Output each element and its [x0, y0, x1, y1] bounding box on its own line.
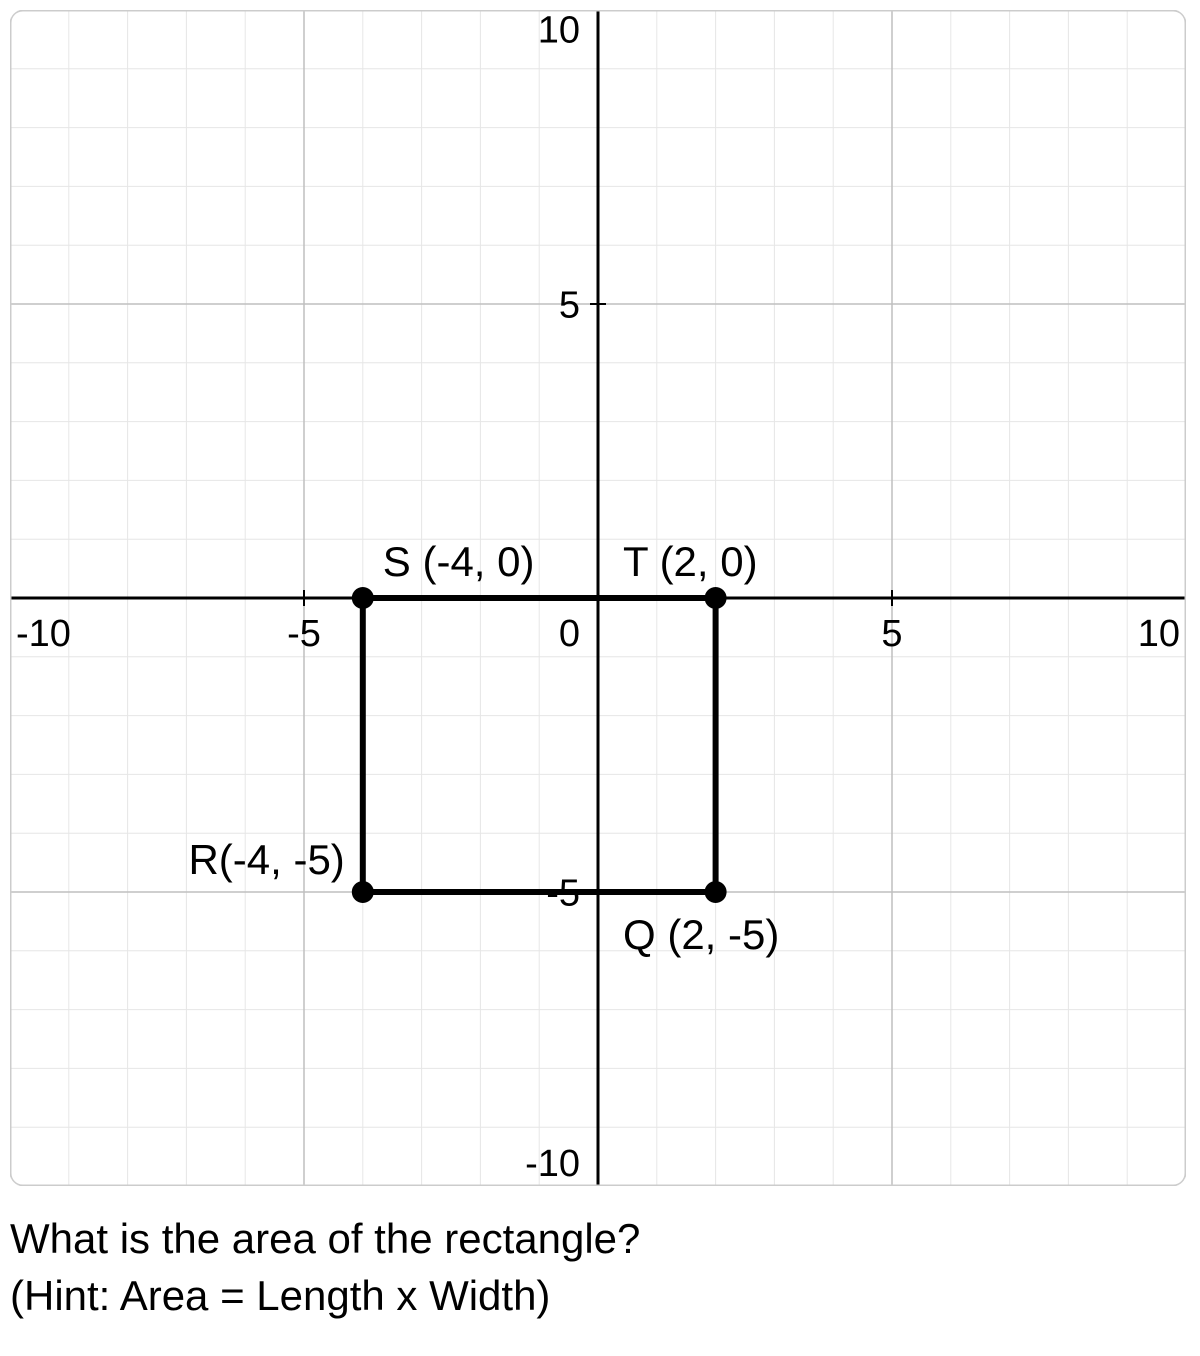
coordinate-chart: -10-50510-10-5510S (-4, 0)T (2, 0)R(-4, … — [10, 10, 1190, 1191]
question-block: What is the area of the rectangle? (Hint… — [10, 1211, 1190, 1324]
x-tick-label: 5 — [881, 613, 902, 655]
grid-plot: -10-50510-10-5510S (-4, 0)T (2, 0)R(-4, … — [10, 10, 1186, 1186]
vertex-point — [352, 881, 374, 903]
x-tick-label: -5 — [287, 613, 321, 655]
vertex-point — [705, 881, 727, 903]
hint-text: (Hint: Area = Length x Width) — [10, 1268, 1190, 1325]
y-tick-label: 5 — [559, 284, 580, 326]
vertex-point — [352, 587, 374, 609]
question-text: What is the area of the rectangle? — [10, 1211, 1190, 1268]
x-tick-label: 0 — [559, 613, 580, 655]
point-label-s: S (-4, 0) — [383, 538, 535, 585]
x-tick-label: -10 — [16, 613, 71, 655]
y-tick-label: -10 — [525, 1143, 580, 1185]
point-label-r: R(-4, -5) — [188, 836, 344, 883]
point-label-t: T (2, 0) — [623, 538, 758, 585]
x-tick-label: 10 — [1138, 613, 1180, 655]
y-tick-label: 10 — [538, 10, 580, 51]
vertex-point — [705, 587, 727, 609]
point-label-q: Q (2, -5) — [623, 911, 779, 958]
